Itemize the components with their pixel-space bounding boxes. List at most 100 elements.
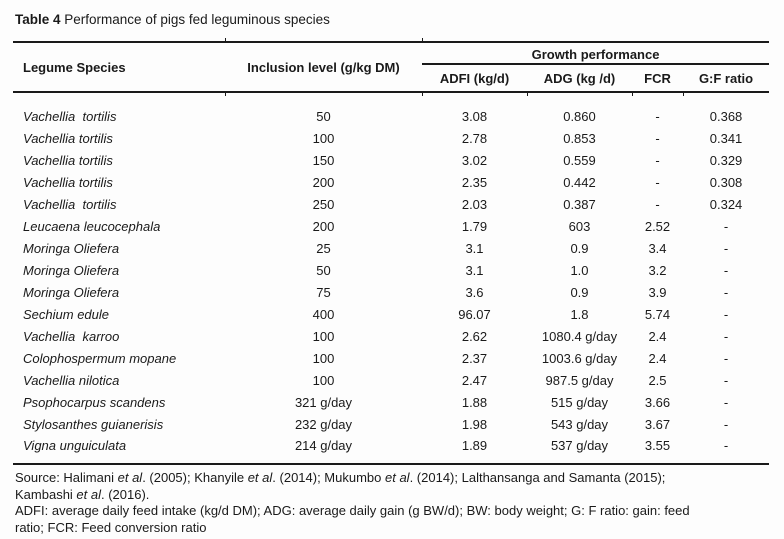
cell-fcr: 2.4: [648, 328, 667, 344]
cell-adfi: 2.62: [461, 328, 488, 344]
table-row: Vigna unguiculata 214 g/day 1.89 537 g/d…: [13, 435, 770, 465]
table-row: Stylosanthes guianerisis 232 g/day 1.98 …: [13, 413, 769, 435]
cell-fcr: 3.55: [632, 435, 683, 465]
table-border-tick: [225, 93, 226, 96]
cell-species: Leucaena leucocephala: [23, 218, 161, 234]
cell-adg: 543 g/day: [550, 416, 609, 432]
table-row: Vachellia tortilis 200 2.35 0.442 - 0.30…: [13, 171, 769, 193]
cell-fcr: 2.5: [648, 372, 667, 388]
cell-adg: 603: [568, 218, 591, 234]
cell-inclusion-level: 100: [312, 350, 335, 366]
cell-adfi: 1.89: [422, 435, 527, 465]
header-adfi: ADFI (kg/d): [422, 64, 527, 93]
cell-adg: 0.442: [563, 174, 596, 190]
cell-gf-ratio: -: [723, 218, 729, 234]
cell-adg: 0.559: [563, 152, 596, 168]
table-border-tick: [225, 38, 226, 41]
cell-gf-ratio: 0.341: [709, 130, 743, 146]
cell-adg: 0.9: [570, 240, 589, 256]
cell-adg: 0.860: [563, 109, 596, 124]
cell-gf-ratio: -: [723, 328, 729, 344]
cell-adg: 1080.4 g/day: [541, 328, 618, 344]
cell-fcr: -: [655, 109, 660, 124]
cell-inclusion-level: 100: [312, 328, 335, 344]
cell-fcr: -: [655, 174, 660, 190]
cell-species: Vachellia tortilis: [23, 152, 113, 168]
cell-adfi: 2.78: [461, 130, 488, 146]
cell-gf-ratio: -: [683, 435, 770, 465]
cell-gf-ratio: -: [723, 240, 729, 256]
cell-inclusion-level: 232 g/day: [294, 416, 353, 432]
cell-species: Moringa Oliefera: [23, 284, 120, 300]
cell-adg: 1.8: [570, 306, 589, 322]
table-caption-number: Table 4: [15, 12, 61, 27]
cell-adfi: 2.35: [461, 174, 488, 190]
table-caption-text: Performance of pigs fed leguminous speci…: [60, 12, 330, 27]
cell-fcr: -: [655, 152, 660, 168]
cell-gf-ratio: 0.368: [709, 109, 743, 124]
cell-adfi: 96.07: [458, 306, 491, 322]
cell-inclusion-level: 200: [312, 174, 335, 190]
cell-species: Vigna unguiculata: [13, 435, 225, 465]
cell-adfi: 1.98: [461, 416, 488, 432]
table-row: Vachellia tortilis 50 3.08 0.860 - 0.368: [13, 92, 769, 127]
cell-adg: 537 g/day: [527, 435, 632, 465]
cell-adfi: 3.08: [461, 109, 488, 124]
table-row: Moringa Oliefera 75 3.6 0.9 3.9 -: [13, 281, 769, 303]
table-row: Psophocarpus scandens 321 g/day 1.88 515…: [13, 391, 769, 413]
abbreviation-note-line1: ADFI: average daily feed intake (kg/d DM…: [15, 503, 690, 518]
table-footer: Source: Halimani et al. (2005); Khanyile…: [15, 470, 770, 536]
cell-fcr: 2.4: [648, 350, 667, 366]
cell-gf-ratio: -: [723, 262, 729, 278]
table-row: Vachellia tortilis 150 3.02 0.559 - 0.32…: [13, 149, 769, 171]
table-row: Vachellia tortilis 100 2.78 0.853 - 0.34…: [13, 127, 769, 149]
cell-adfi: 1.79: [461, 218, 488, 234]
cell-species: Colophospermum mopane: [23, 350, 177, 366]
cell-inclusion-level: 25: [316, 240, 331, 256]
table-body: Vachellia tortilis 50 3.08 0.860 - 0.368…: [13, 92, 770, 465]
abbreviation-note-line2: ratio; FCR: Feed conversion ratio: [15, 519, 207, 535]
cell-gf-ratio: 0.324: [709, 196, 743, 212]
cell-species: Vachellia tortilis: [23, 130, 113, 146]
cell-gf-ratio: -: [723, 394, 729, 410]
cell-species: Sechium edule: [23, 306, 109, 322]
table-row: Vachellia karroo 100 2.62 1080.4 g/day 2…: [13, 325, 769, 347]
cell-inclusion-level: 214 g/day: [225, 435, 422, 465]
cell-inclusion-level: 100: [312, 130, 335, 146]
cell-gf-ratio: 0.329: [709, 152, 743, 168]
cell-species: Stylosanthes guianerisis: [23, 416, 164, 432]
cell-species: Moringa Oliefera: [23, 262, 120, 278]
cell-gf-ratio: 0.308: [709, 174, 743, 190]
table-header: Legume Species Inclusion level (g/kg DM)…: [13, 41, 770, 93]
header-fcr: FCR: [632, 64, 683, 93]
cell-species: Vachellia tortilis: [23, 109, 117, 124]
source-note-line1: Source: Halimani et al. (2005); Khanyile…: [15, 470, 666, 485]
cell-species: Moringa Oliefera: [23, 240, 120, 256]
cell-fcr: 2.52: [644, 218, 671, 234]
source-note-line2: Kambashi et al. (2016).: [15, 486, 150, 502]
cell-fcr: 3.67: [644, 416, 671, 432]
table-border-tick: [422, 38, 423, 41]
table-row: Vachellia nilotica 100 2.47 987.5 g/day …: [13, 369, 769, 391]
table-row: Colophospermum mopane 100 2.37 1003.6 g/…: [13, 347, 769, 369]
cell-adg: 1.0: [570, 262, 589, 278]
cell-adg: 0.387: [563, 196, 596, 212]
cell-inclusion-level: 50: [316, 262, 331, 278]
cell-inclusion-level: 50: [316, 109, 331, 124]
cell-adg: 987.5 g/day: [545, 372, 614, 388]
cell-inclusion-level: 150: [312, 152, 335, 168]
cell-gf-ratio: -: [723, 306, 729, 322]
cell-adfi: 2.03: [461, 196, 488, 212]
cell-fcr: 5.74: [644, 306, 671, 322]
cell-species: Vachellia nilotica: [23, 372, 120, 388]
cell-inclusion-level: 75: [316, 284, 331, 300]
header-inclusion-level: Inclusion level (g/kg DM): [225, 41, 422, 93]
cell-species: Vachellia tortilis: [23, 174, 113, 190]
table-row: Moringa Oliefera 50 3.1 1.0 3.2 -: [13, 259, 769, 281]
cell-adg: 1003.6 g/day: [541, 350, 618, 366]
cell-gf-ratio: -: [723, 350, 729, 366]
table-row: Moringa Oliefera 25 3.1 0.9 3.4 -: [13, 237, 769, 259]
table-border-tick: [527, 93, 528, 96]
table-wrap: Legume Species Inclusion level (g/kg DM)…: [13, 38, 770, 465]
